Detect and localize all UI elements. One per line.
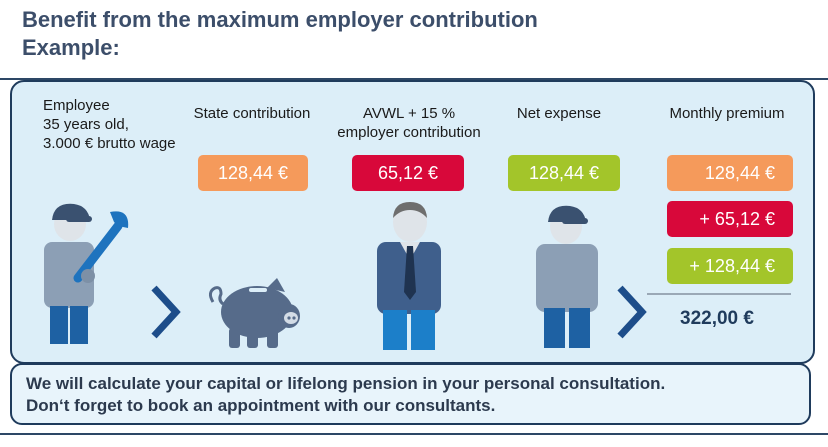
monthly-total: 322,00 € [680,308,754,329]
net-expense-value: 128,44 € [508,155,620,191]
employee-label-line2: 35 years old, [43,116,129,133]
state-contribution-label: State contribution [193,105,311,122]
employee-icon [536,205,598,348]
avwl-value: 65,12 € [352,155,464,191]
header-divider [0,78,828,80]
note-line-1: We will calculate your capital or lifelo… [26,374,666,393]
net-expense-label: Net expense [516,105,602,122]
note-line-2: Don‘t forget to book an appointment with… [26,396,496,415]
chevron-right-icon [151,285,181,339]
footer-divider [0,433,828,435]
title-line-2: Example: [22,35,120,60]
monthly-item-avwl: + 65,12 € [667,201,793,237]
page-title: Benefit from the maximum employer contri… [22,6,538,62]
title-line-1: Benefit from the maximum employer contri… [22,7,538,32]
avwl-label-line2: employer contribution [337,124,481,141]
monthly-item-state: 128,44 € [667,155,793,191]
employee-label: Employee 35 years old, 3.000 € brutto wa… [43,96,176,153]
employee-label-line3: 3.000 € brutto wage [43,135,176,152]
employee-label-line1: Employee [43,97,110,114]
monthly-item-net: + 128,44 € [667,248,793,284]
chevron-right-icon [617,285,647,339]
avwl-label-line1: AVWL + 15 % [362,105,456,122]
piggy-bank-icon [208,278,300,348]
worker-with-wrench-icon [44,203,129,344]
businessman-icon [377,202,441,350]
sum-line [647,293,791,295]
consultation-note: We will calculate your capital or lifelo… [10,363,811,425]
state-contribution-value: 128,44 € [198,155,308,191]
monthly-premium-label: Monthly premium [669,105,785,122]
avwl-label: AVWL + 15 % employer contribution [326,104,492,142]
